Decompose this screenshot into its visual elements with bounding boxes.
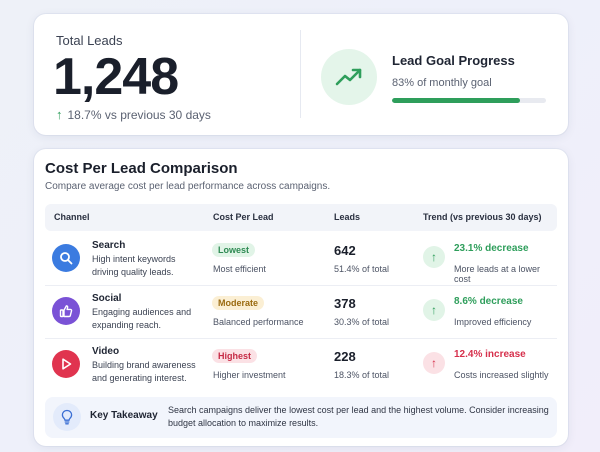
- trend-note: Improved efficiency: [454, 317, 532, 327]
- takeaway-label: Key Takeaway: [90, 410, 158, 421]
- trend-value: 8.6% decrease: [454, 296, 523, 307]
- channel-name: Search: [92, 240, 126, 251]
- total-leads-trend-text: 18.7% vs previous 30 days: [67, 107, 211, 122]
- goal-subtitle: 83% of monthly goal: [392, 77, 492, 89]
- cost-per-lead-card: Cost Per Lead Comparison Compare average…: [34, 149, 568, 446]
- channel-name: Video: [92, 346, 120, 357]
- thumbs-up-icon: [52, 297, 80, 325]
- leads-value: 378: [334, 296, 356, 311]
- trend-note: More leads at a lower cost: [454, 264, 541, 284]
- leads-value: 642: [334, 243, 356, 258]
- goal-progress-fill: [392, 98, 520, 103]
- cost-note: Balanced performance: [213, 317, 304, 327]
- trend-note: Costs increased slightly: [454, 370, 549, 380]
- total-leads-trend: ↑ 18.7% vs previous 30 days: [56, 107, 211, 122]
- trend-value: 12.4% increase: [454, 349, 526, 360]
- column-header-channel: Channel: [54, 212, 90, 222]
- summary-card: Total Leads 1,248 ↑ 18.7% vs previous 30…: [34, 14, 568, 135]
- divider: [300, 30, 301, 118]
- channel-description: Engaging audiences and expanding reach.: [92, 307, 192, 330]
- total-leads-label: Total Leads: [56, 33, 123, 48]
- channel-description: High intent keywords driving quality lea…: [92, 254, 176, 277]
- card-title: Cost Per Lead Comparison: [45, 160, 238, 177]
- leads-percent: 51.4% of total: [334, 264, 390, 274]
- search-icon: [52, 244, 80, 272]
- arrow-up-icon: ↑: [423, 299, 445, 321]
- leads-value: 228: [334, 349, 356, 364]
- lightbulb-icon: [53, 403, 81, 431]
- card-subtitle: Compare average cost per lead performanc…: [45, 181, 331, 192]
- arrow-up-icon: ↑: [423, 352, 445, 374]
- cost-badge: Highest: [212, 349, 258, 363]
- table-header: Channel Cost Per Lead Leads Trend (vs pr…: [45, 204, 557, 231]
- column-header-trend: Trend (vs previous 30 days): [423, 212, 542, 222]
- table-row: Search High intent keywords driving qual…: [45, 233, 557, 286]
- key-takeaway: Key Takeaway Search campaigns deliver th…: [45, 397, 557, 438]
- goal-title: Lead Goal Progress: [392, 53, 515, 68]
- cost-badge: Lowest: [212, 243, 256, 257]
- takeaway-text: Search campaigns deliver the lowest cost…: [168, 405, 549, 428]
- channel-description: Building brand awareness and generating …: [92, 360, 196, 383]
- channel-name: Social: [92, 293, 122, 304]
- cost-badge: Moderate: [212, 296, 265, 310]
- total-leads-value: 1,248: [53, 48, 179, 106]
- play-icon: [52, 350, 80, 378]
- table-row: Social Engaging audiences and expanding …: [45, 286, 557, 339]
- leads-percent: 30.3% of total: [334, 317, 390, 327]
- trend-up-icon: [321, 49, 377, 105]
- leads-percent: 18.3% of total: [334, 370, 390, 380]
- cost-note: Most efficient: [213, 264, 266, 274]
- arrow-up-icon: ↑: [423, 246, 445, 268]
- column-header-leads: Leads: [334, 212, 361, 222]
- column-header-cost-per-lead: Cost Per Lead: [213, 212, 274, 222]
- arrow-up-icon: ↑: [56, 107, 63, 122]
- cost-note: Higher investment: [213, 370, 286, 380]
- table-row: Video Building brand awareness and gener…: [45, 339, 557, 392]
- goal-progress-bar: [392, 98, 546, 103]
- trend-value: 23.1% decrease: [454, 243, 529, 254]
